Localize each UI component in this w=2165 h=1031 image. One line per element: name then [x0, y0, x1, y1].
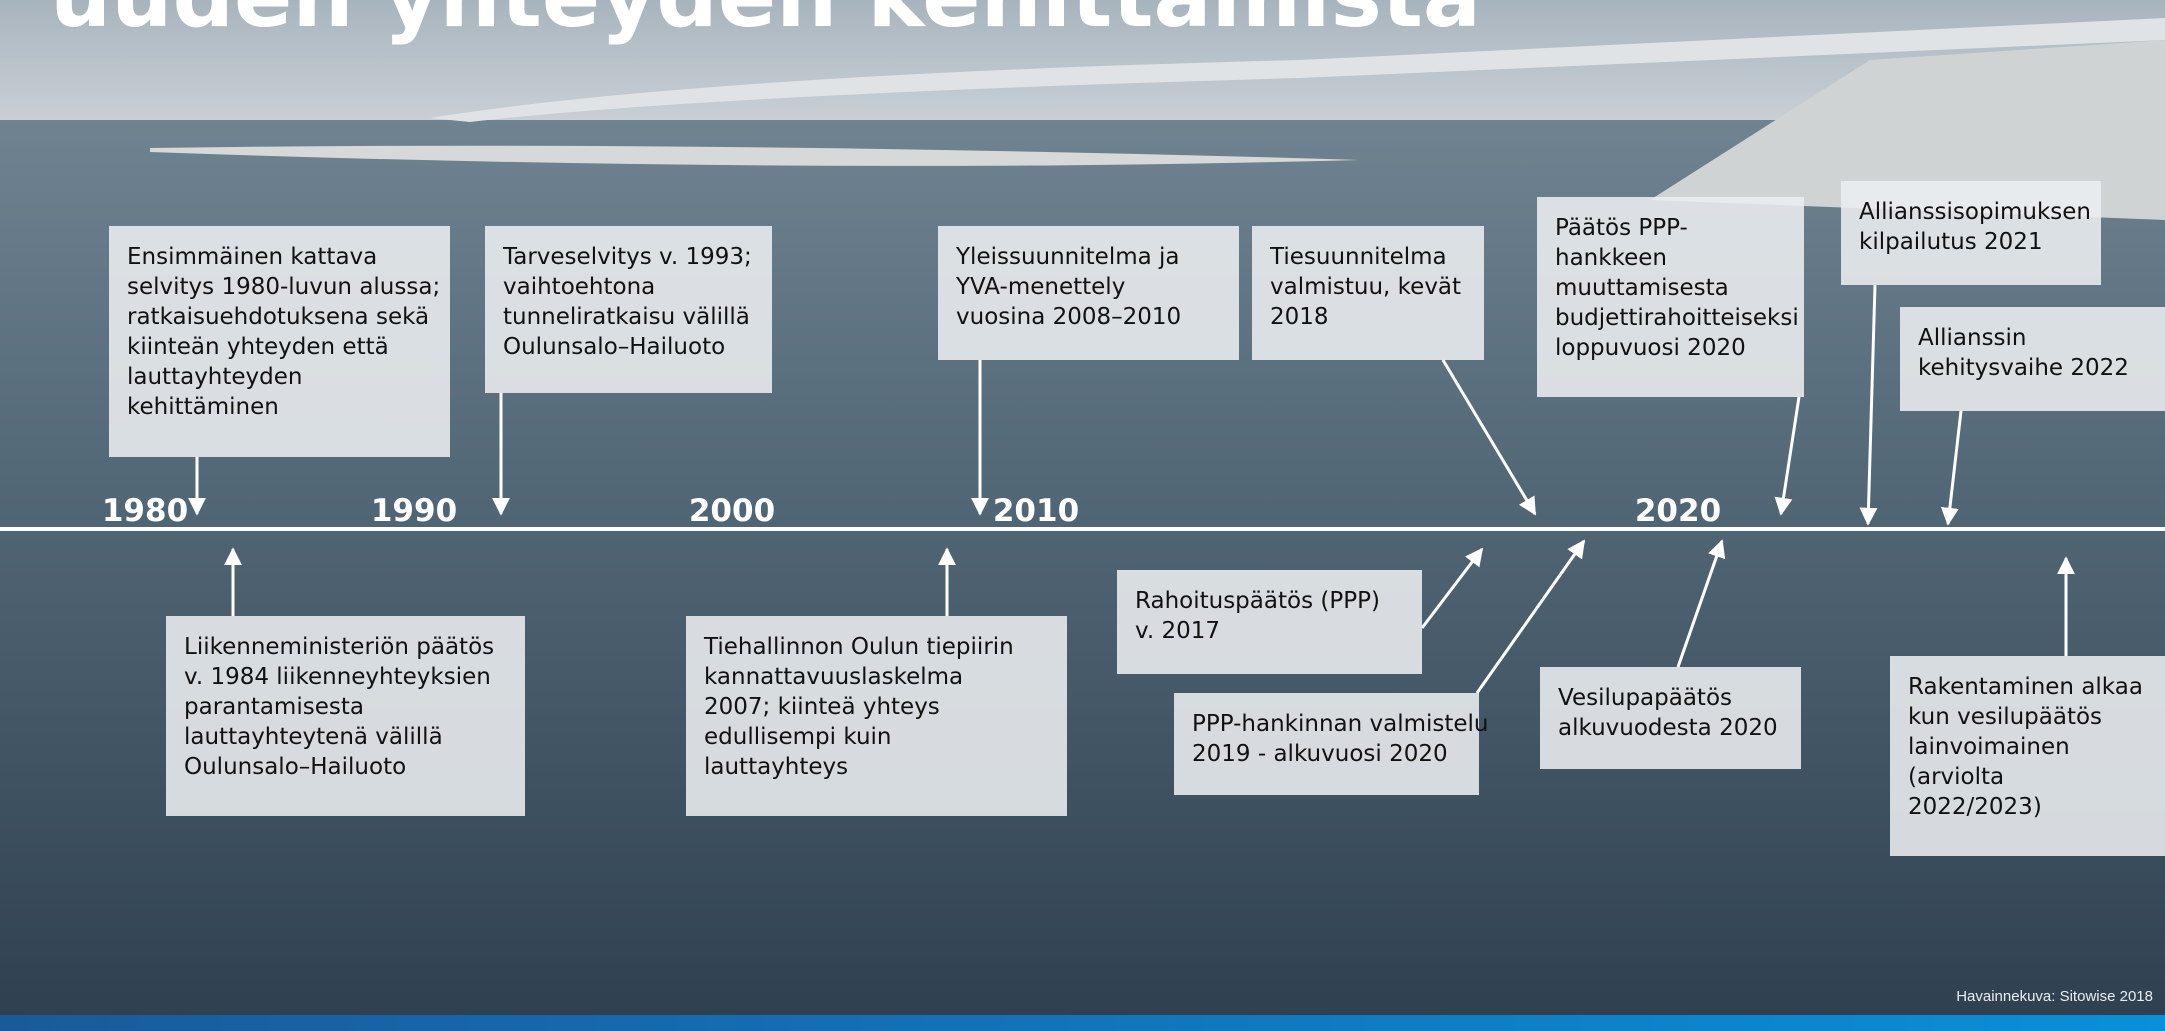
event-text: selvitys 1980-luvun alussa;: [127, 272, 432, 302]
event-text: 2018: [1270, 302, 1466, 332]
event-text: lauttayhteyden: [127, 362, 432, 392]
event-text: Liikenneministeriön päätös: [184, 632, 507, 662]
event-text: vuosina 2008–2010: [956, 302, 1221, 332]
event-text: alkuvuodesta 2020: [1558, 713, 1783, 743]
year-label: 1980: [102, 493, 188, 529]
year-label: 2020: [1635, 493, 1721, 529]
event-text: loppuvuosi 2020: [1555, 333, 1786, 363]
event-text: kehitysvaihe 2022: [1918, 353, 2147, 383]
event-text: hankkeen: [1555, 243, 1786, 273]
event-text: edullisempi kuin: [704, 722, 1049, 752]
event-text: Oulunsalo–Hailuoto: [184, 752, 507, 782]
year-label: 2000: [689, 493, 775, 529]
year-label: 1990: [371, 493, 457, 529]
event-text: muuttamisesta: [1555, 273, 1786, 303]
event-text: 2007; kiinteä yhteys: [704, 692, 1049, 722]
event-text: vaihtoehtona: [503, 272, 754, 302]
event-text: Vesilupapäätös: [1558, 683, 1783, 713]
title: uuden yhteyden kehittämistä: [50, 0, 1481, 47]
event-text: Tiehallinnon Oulun tiepiirin: [704, 632, 1049, 662]
event-text: kilpailutus 2021: [1859, 227, 2083, 257]
event-text: tunneliratkaisu välillä: [503, 302, 754, 332]
image-credit: Havainnekuva: Sitowise 2018: [1956, 988, 2153, 1005]
event-text: Yleissuunnitelma ja: [956, 242, 1221, 272]
event-text: lauttayhteytenä välillä: [184, 722, 507, 752]
footer-bar: [0, 1015, 2165, 1031]
event-text: Tarveselvitys v. 1993;: [503, 242, 754, 272]
event-text: v. 1984 liikenneyhteyksien: [184, 662, 507, 692]
background: uuden yhteyden kehittämistä 1980 1990 2000…: [0, 0, 2165, 1031]
event-text: Ensimmäinen kattava: [127, 242, 432, 272]
event-text: Rakentaminen alkaa: [1908, 672, 2147, 702]
event-text: 2022/2023): [1908, 792, 2147, 822]
event-text: PPP-hankinnan valmistelu: [1192, 709, 1461, 739]
event-text: parantamisesta: [184, 692, 507, 722]
event-text: Allianssisopimuksen: [1859, 197, 2083, 227]
event-text: lauttayhteys: [704, 752, 1049, 782]
event-text: v. 2017: [1135, 616, 1404, 646]
event-text: Tiesuunnitelma: [1270, 242, 1466, 272]
event-text: (arviolta: [1908, 762, 2147, 792]
event-text: kehittäminen: [127, 392, 432, 422]
event-text: Päätös PPP-: [1555, 213, 1786, 243]
event-text: kun vesilupäätös: [1908, 702, 2147, 732]
event-text: YVA-menettely: [956, 272, 1221, 302]
event-text: kiinteän yhteyden että: [127, 332, 432, 362]
event-text: Allianssin: [1918, 323, 2147, 353]
year-label: 2010: [993, 493, 1079, 529]
event-text: ratkaisuehdotuksena sekä: [127, 302, 432, 332]
event-text: kannattavuuslaskelma: [704, 662, 1049, 692]
event-text: budjettirahoitteiseksi: [1555, 303, 1786, 333]
event-text: Rahoituspäätös (PPP): [1135, 586, 1404, 616]
event-text: Oulunsalo–Hailuoto: [503, 332, 754, 362]
event-text: 2019 - alkuvuosi 2020: [1192, 739, 1461, 769]
event-text: valmistuu, kevät: [1270, 272, 1466, 302]
slide: uuden yhteyden kehittämistä 1980 1990 2000…: [0, 0, 2165, 1031]
event-box: Rahoituspäätös (PPP)v. 2017: [1117, 570, 1422, 674]
event-text: lainvoimainen: [1908, 732, 2147, 762]
